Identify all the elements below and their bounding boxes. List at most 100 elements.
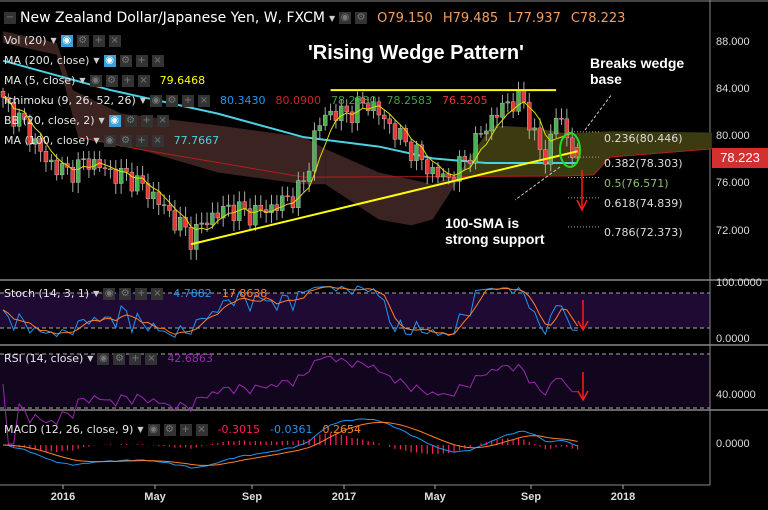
candle-body: [301, 180, 306, 182]
macd-value: -0.0361: [269, 423, 313, 436]
symbol-title[interactable]: New Zealand Dollar/Japanese Yen, W, FXCM: [20, 10, 325, 26]
close-icon[interactable]: ×: [151, 287, 164, 300]
candle-body: [360, 97, 365, 104]
candle-body: [27, 119, 33, 145]
candle-body: [140, 175, 145, 184]
close-icon[interactable]: ×: [195, 423, 208, 436]
chevron-down-icon[interactable]: ▼: [50, 36, 57, 45]
close-icon[interactable]: ×: [151, 54, 164, 67]
indicator-label[interactable]: Vol (20): [4, 34, 47, 47]
rsi-label[interactable]: RSI (14, close): [4, 352, 84, 365]
time-tick: May: [424, 491, 446, 503]
candle-body: [570, 137, 575, 158]
macd-label[interactable]: MACD (12, 26, close, 9): [4, 423, 134, 436]
gear-icon[interactable]: ⚙: [119, 54, 132, 67]
stoch-tick: 100.0000: [716, 277, 762, 289]
eye-icon[interactable]: ◉: [339, 12, 352, 24]
candle-body: [290, 196, 296, 209]
eye-icon[interactable]: ◉: [108, 114, 121, 127]
close-icon[interactable]: ×: [137, 74, 150, 87]
candle-body: [102, 167, 108, 170]
candle-body: [349, 111, 355, 123]
candle-body: [441, 173, 446, 178]
eye-icon[interactable]: ◉: [103, 54, 116, 67]
chevron-down-icon[interactable]: ▼: [93, 289, 100, 298]
fib-0618: 0.618(74.839): [604, 197, 683, 210]
indicator-label[interactable]: MA (200, close): [4, 54, 90, 67]
support-arrow: [514, 166, 561, 201]
plus-icon[interactable]: +: [135, 54, 148, 67]
candle-body: [247, 208, 253, 226]
close-icon[interactable]: ×: [156, 114, 169, 127]
gear-icon[interactable]: ⚙: [119, 134, 132, 147]
plus-icon[interactable]: +: [179, 423, 192, 436]
plus-icon[interactable]: +: [92, 34, 105, 47]
indicator-legend: MA (5, close) ▼ ◉ ⚙ + × 79.6468: [4, 74, 205, 87]
close-icon[interactable]: ×: [151, 134, 164, 147]
indicator-value: 78.2230: [330, 94, 377, 107]
stoch-d-line: [2, 286, 579, 336]
candle-body: [113, 168, 118, 184]
collapse-icon[interactable]: −: [4, 12, 16, 24]
plus-icon[interactable]: +: [129, 352, 142, 365]
candle-body: [54, 159, 59, 176]
chevron-down-icon[interactable]: ▼: [139, 96, 146, 105]
fib-0236: 0.236(80.446): [604, 132, 683, 145]
plus-icon[interactable]: +: [135, 287, 148, 300]
candle-body: [564, 118, 570, 139]
indicator-label[interactable]: MA (5, close): [4, 74, 76, 87]
candle-body: [312, 130, 317, 172]
chevron-down-icon[interactable]: ▼: [328, 13, 336, 23]
chevron-down-icon[interactable]: ▼: [93, 56, 100, 65]
plus-icon[interactable]: +: [140, 114, 153, 127]
eye-icon[interactable]: ◉: [103, 287, 116, 300]
price-tick: 80.000: [716, 130, 750, 142]
eye-icon[interactable]: ◉: [89, 74, 102, 87]
candle-body: [365, 102, 371, 112]
candle-body: [167, 205, 172, 211]
gear-icon[interactable]: ⚙: [355, 12, 368, 24]
plus-icon[interactable]: +: [135, 134, 148, 147]
chevron-down-icon[interactable]: ▼: [93, 136, 100, 145]
indicator-value: 77.7667: [173, 134, 220, 147]
gear-icon[interactable]: ⚙: [119, 287, 132, 300]
gear-icon[interactable]: ⚙: [113, 352, 126, 365]
candle-body: [215, 212, 221, 219]
indicator-label[interactable]: BB (20, close, 2): [4, 114, 95, 127]
plus-icon[interactable]: +: [121, 74, 134, 87]
eye-icon[interactable]: ◉: [97, 352, 110, 365]
candle-body: [559, 118, 564, 120]
plus-icon[interactable]: +: [181, 94, 194, 107]
gear-icon[interactable]: ⚙: [124, 114, 137, 127]
candle-body: [210, 212, 215, 226]
candle-body: [135, 175, 140, 192]
gear-icon[interactable]: ⚙: [105, 74, 118, 87]
eye-icon[interactable]: ◉: [60, 34, 73, 47]
indicator-label[interactable]: MA (100, close): [4, 134, 90, 147]
down-arrow-head: [577, 320, 589, 332]
eye-icon[interactable]: ◉: [149, 94, 162, 107]
close-icon[interactable]: ×: [145, 352, 158, 365]
chevron-down-icon[interactable]: ▼: [87, 354, 94, 363]
indicator-value: 80.3430: [219, 94, 266, 107]
candle-body: [199, 222, 204, 225]
close-icon[interactable]: ×: [108, 34, 121, 47]
candle-body: [49, 159, 54, 163]
eye-icon[interactable]: ◉: [147, 423, 160, 436]
chevron-down-icon[interactable]: ▼: [79, 76, 86, 85]
chevron-down-icon[interactable]: ▼: [98, 116, 105, 125]
gear-icon[interactable]: ⚙: [165, 94, 178, 107]
candle-body: [537, 127, 543, 150]
gear-icon[interactable]: ⚙: [163, 423, 176, 436]
high-value: H79.485: [442, 10, 499, 26]
candle-body: [387, 118, 392, 124]
chevron-down-icon[interactable]: ▼: [137, 425, 144, 434]
close-icon[interactable]: ×: [197, 94, 210, 107]
close-value: C78.223: [570, 10, 626, 26]
stoch-label[interactable]: Stoch (14, 3, 1): [4, 287, 90, 300]
eye-icon[interactable]: ◉: [103, 134, 116, 147]
indicator-label[interactable]: Ichimoku (9, 26, 52, 26): [4, 94, 136, 107]
gear-icon[interactable]: ⚙: [76, 34, 89, 47]
stoch-d-value: 17.8638: [221, 287, 268, 300]
